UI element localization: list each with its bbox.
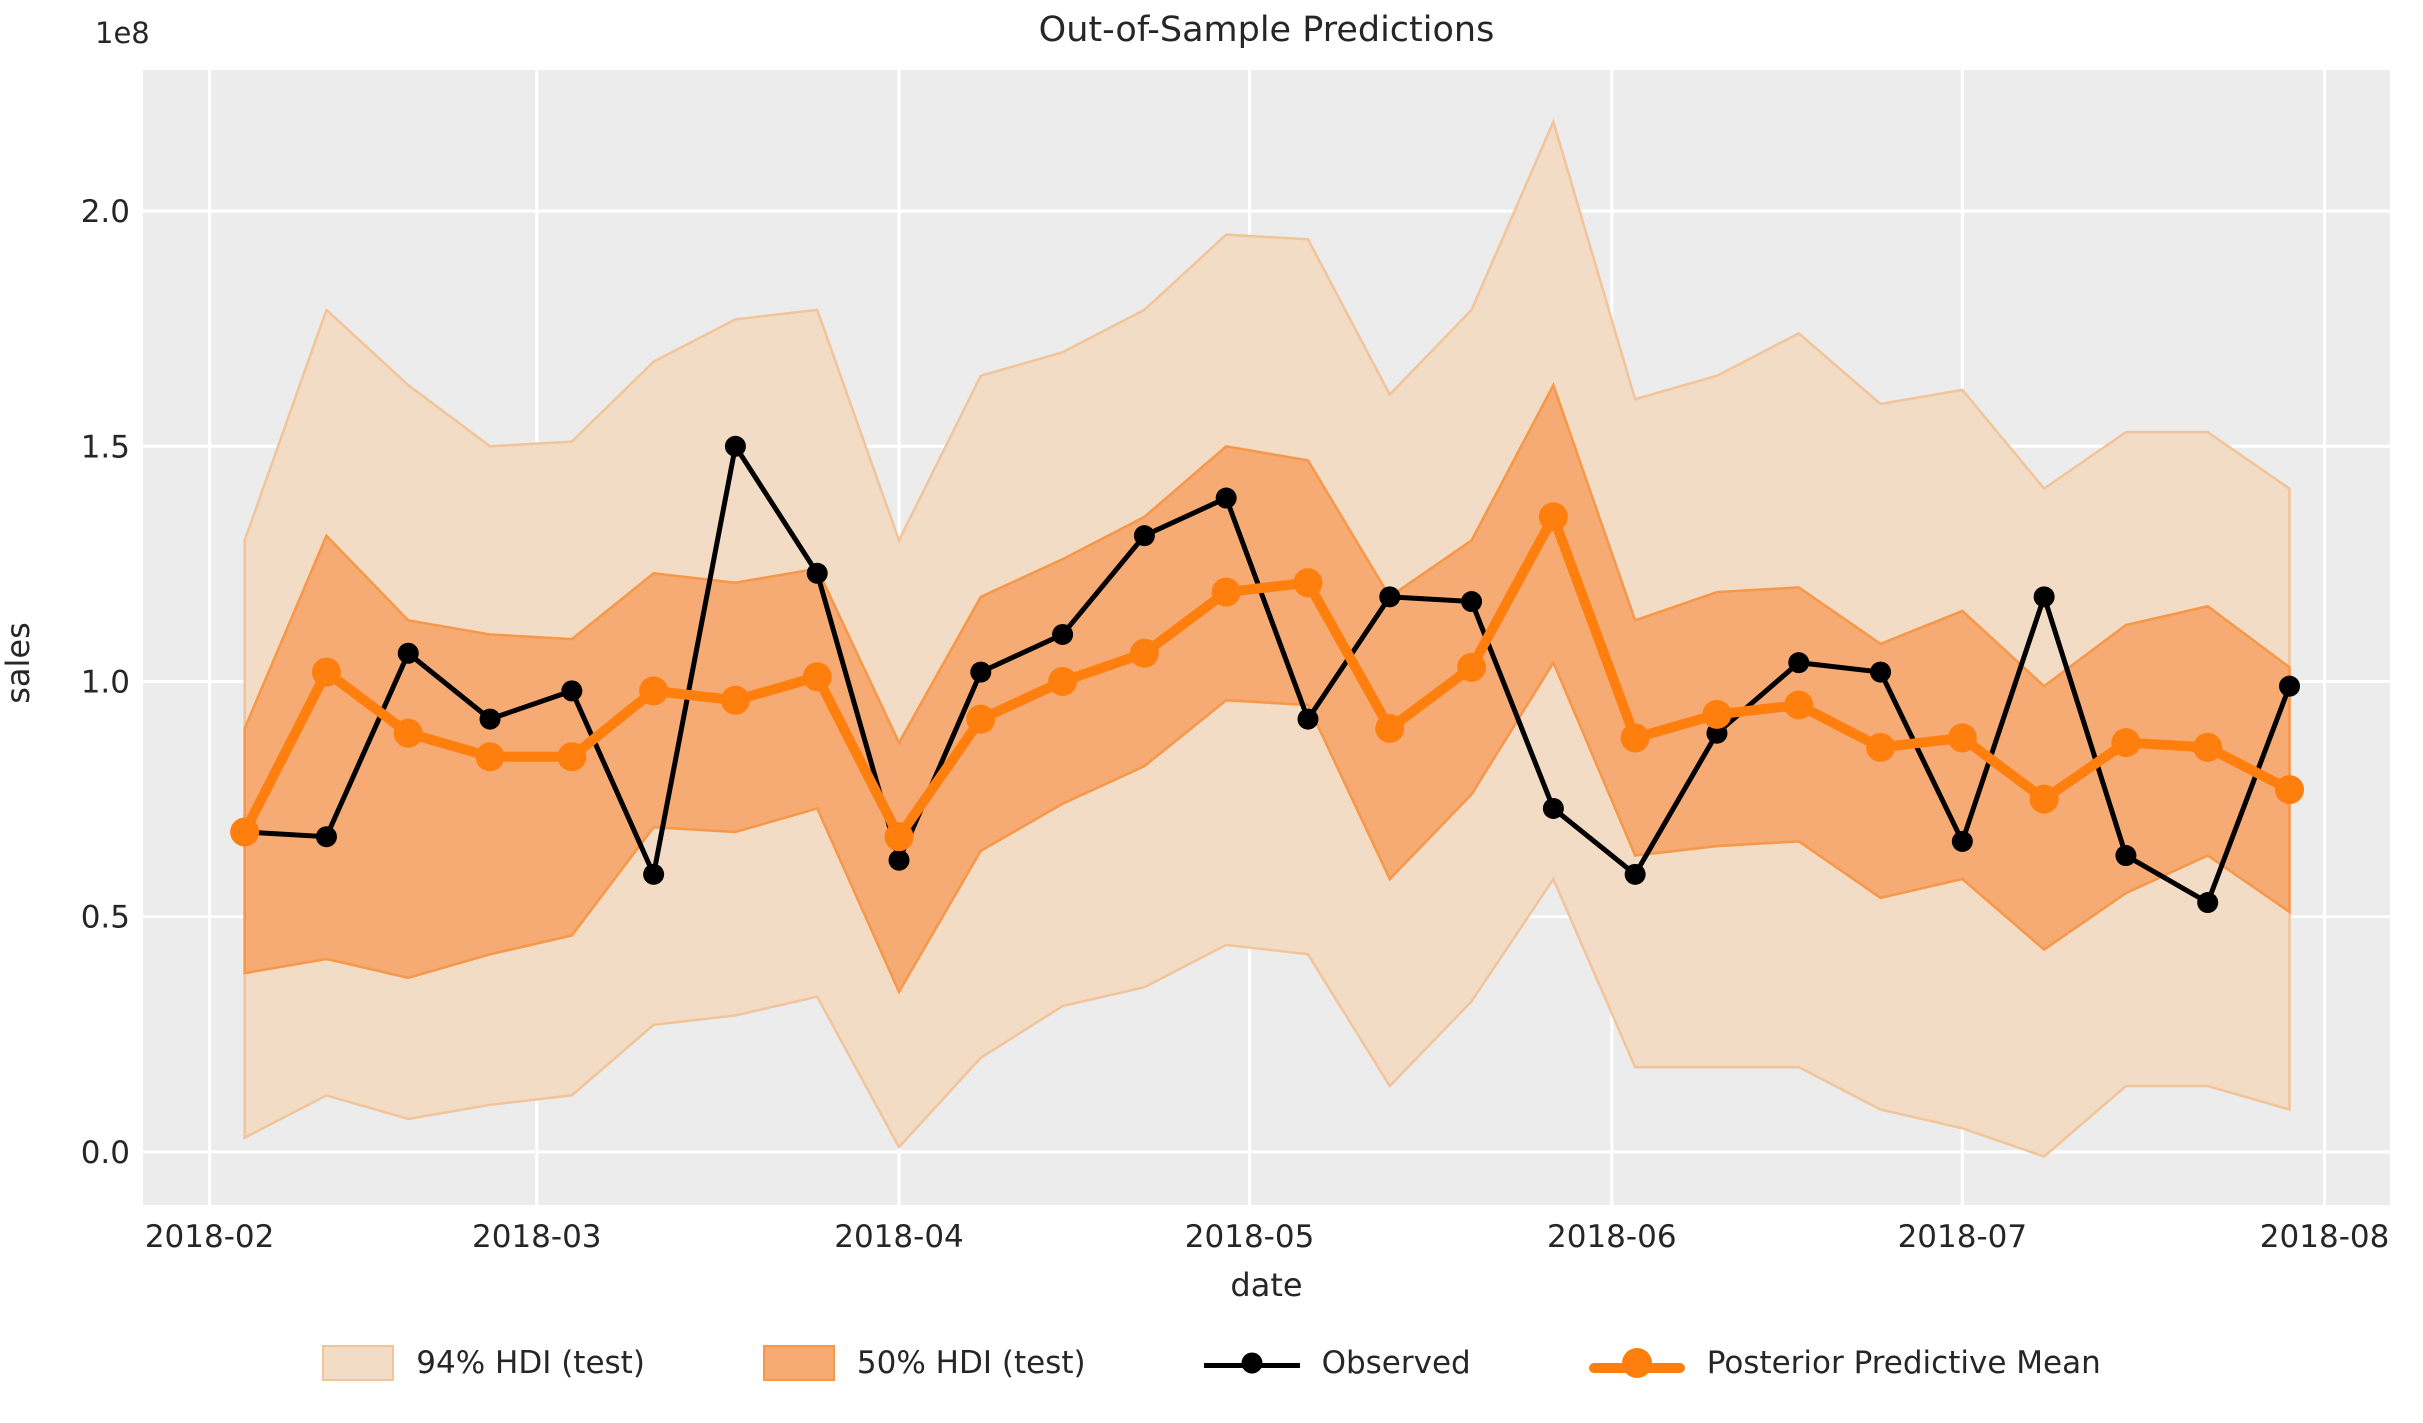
observed-point xyxy=(1542,797,1564,819)
observed-point xyxy=(1052,623,1074,645)
observed-point xyxy=(1624,863,1646,885)
legend-marker-observed-icon xyxy=(1203,1345,1300,1381)
posterior-mean-point xyxy=(1702,699,1732,729)
posterior-mean-point xyxy=(2193,732,2223,762)
observed-line xyxy=(244,439,2292,907)
observed-point xyxy=(2197,892,2219,914)
hdi50-band xyxy=(243,382,2291,995)
observed-point xyxy=(970,661,992,683)
y-tick-label: 0.5 xyxy=(81,900,130,936)
observed-point xyxy=(1951,830,1973,852)
posterior-mean-point xyxy=(2111,728,2141,758)
legend-label-94-hdi: 94% HDI (test) xyxy=(416,1345,645,1381)
observed-point xyxy=(1870,661,1892,683)
y-axis-offset-label: 1e8 xyxy=(95,16,150,50)
posterior-mean-point xyxy=(639,676,669,706)
posterior-mean-point xyxy=(966,704,996,734)
legend-swatch-50-hdi-icon xyxy=(762,1345,835,1381)
posterior-mean-point xyxy=(1048,666,1078,696)
posterior-mean-point xyxy=(1293,568,1323,598)
observed-point xyxy=(315,826,337,848)
observed-point xyxy=(2115,845,2137,867)
observed-point xyxy=(1461,591,1483,613)
observed-point xyxy=(1706,722,1728,744)
observed-dot-sample xyxy=(1241,1352,1263,1374)
legend-swatch-94-hdi-icon xyxy=(322,1345,395,1381)
posterior-mean-point xyxy=(311,657,341,687)
posterior-mean-point xyxy=(2029,784,2059,814)
legend-item-posterior-mean: Posterior Predictive Mean xyxy=(1588,1345,2101,1381)
posterior-mean-point xyxy=(557,742,587,772)
legend-marker-posterior-mean-icon xyxy=(1588,1345,1685,1381)
posterior-mean-point xyxy=(1947,723,1977,753)
posterior-mean-point xyxy=(1375,714,1405,744)
observed-point xyxy=(479,708,501,730)
observed-point xyxy=(1788,652,1810,674)
legend-item-50-hdi: 50% HDI (test) xyxy=(762,1345,1086,1381)
posterior-mean-point xyxy=(1457,652,1487,682)
y-tick-label: 0.0 xyxy=(81,1135,130,1171)
y-tick-label: 1.5 xyxy=(81,429,130,465)
legend-item-94-hdi: 94% HDI (test) xyxy=(322,1345,645,1381)
legend-label-observed: Observed xyxy=(1321,1345,1471,1381)
observed-point xyxy=(1133,525,1155,547)
legend: 94% HDI (test) 50% HDI (test) Observed P… xyxy=(0,1345,2423,1381)
observed-point xyxy=(724,435,746,457)
x-tick-label: 2018-02 xyxy=(145,1219,275,1255)
observed-point xyxy=(1379,586,1401,608)
observed-point xyxy=(806,562,828,584)
x-tick-label: 2018-03 xyxy=(472,1219,602,1255)
posterior-mean-point xyxy=(1784,690,1814,720)
observed-point xyxy=(2279,675,2301,697)
posterior-mean-dot-sample xyxy=(1621,1348,1652,1378)
posterior-mean-point xyxy=(802,662,832,692)
x-tick-label: 2018-04 xyxy=(834,1219,964,1255)
observed-point xyxy=(1297,708,1319,730)
posterior-mean-point xyxy=(884,822,914,852)
observed-point xyxy=(561,680,583,702)
posterior-mean-point xyxy=(720,685,750,715)
observed-point xyxy=(1215,487,1237,509)
y-tick-label: 1.0 xyxy=(81,664,130,700)
chart-title: Out-of-Sample Predictions xyxy=(1038,10,1495,50)
posterior-mean-point xyxy=(1538,502,1568,532)
posterior-mean-point xyxy=(475,742,505,772)
observed-point xyxy=(2033,586,2055,608)
x-tick-label: 2018-05 xyxy=(1185,1219,1315,1255)
legend-item-observed: Observed xyxy=(1203,1345,1471,1381)
y-tick-label: 2.0 xyxy=(81,194,130,230)
observed-point xyxy=(397,642,419,664)
observed-point xyxy=(888,849,910,871)
legend-label-50-hdi: 50% HDI (test) xyxy=(856,1345,1086,1381)
posterior-mean-point xyxy=(2275,775,2305,805)
posterior-mean-point xyxy=(1866,732,1896,762)
posterior-mean-point xyxy=(1620,723,1650,753)
posterior-mean-point xyxy=(1211,577,1241,607)
observed-point xyxy=(643,863,665,885)
x-tick-label: 2018-08 xyxy=(2260,1219,2390,1255)
legend-label-posterior-mean: Posterior Predictive Mean xyxy=(1706,1345,2101,1381)
posterior-mean-point xyxy=(393,718,423,748)
x-axis-label: date xyxy=(1230,1266,1303,1304)
posterior-mean-point xyxy=(230,817,260,847)
x-tick-label: 2018-06 xyxy=(1547,1219,1677,1255)
x-tick-label: 2018-07 xyxy=(1898,1219,2028,1255)
posterior-mean-point xyxy=(1129,638,1159,668)
